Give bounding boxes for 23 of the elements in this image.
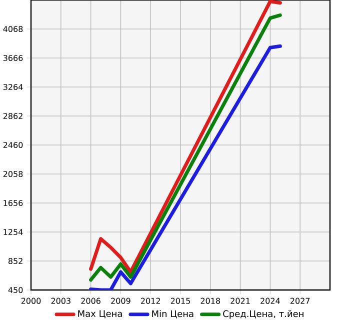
y-tick-label: 450 (8, 286, 23, 294)
y-tick-label: 1656 (4, 200, 23, 206)
y-tick-label: 3264 (3, 84, 23, 90)
x-tick-label: 2009 (111, 298, 130, 304)
x-tick-label: 2018 (200, 298, 220, 304)
y-tick-label: 2460 (3, 142, 23, 148)
x-tick-label: 2021 (230, 298, 250, 304)
x-tick-label: 2012 (141, 298, 160, 304)
x-tick-label: 2024 (260, 298, 280, 304)
y-tick-label: 4068 (3, 26, 23, 32)
y-tick-label: 2862 (3, 112, 22, 120)
x-tick-label: 2003 (51, 298, 70, 304)
legend-label: Сред.Цена, т.йен (223, 310, 304, 319)
x-tick-label: 2000 (21, 298, 41, 304)
y-tick-label: 2058 (3, 170, 23, 178)
legend-label: Min Цена (152, 310, 194, 318)
y-tick-label: 1254 (4, 228, 23, 236)
x-tick-label: 2015 (170, 298, 190, 304)
x-tick-label: 2006 (81, 298, 100, 304)
x-tick-label: 2027 (290, 298, 310, 304)
y-tick-label: 852 (8, 258, 22, 264)
y-tick-label: 3666 (3, 54, 23, 62)
legend-label: Max Цена (78, 310, 122, 318)
